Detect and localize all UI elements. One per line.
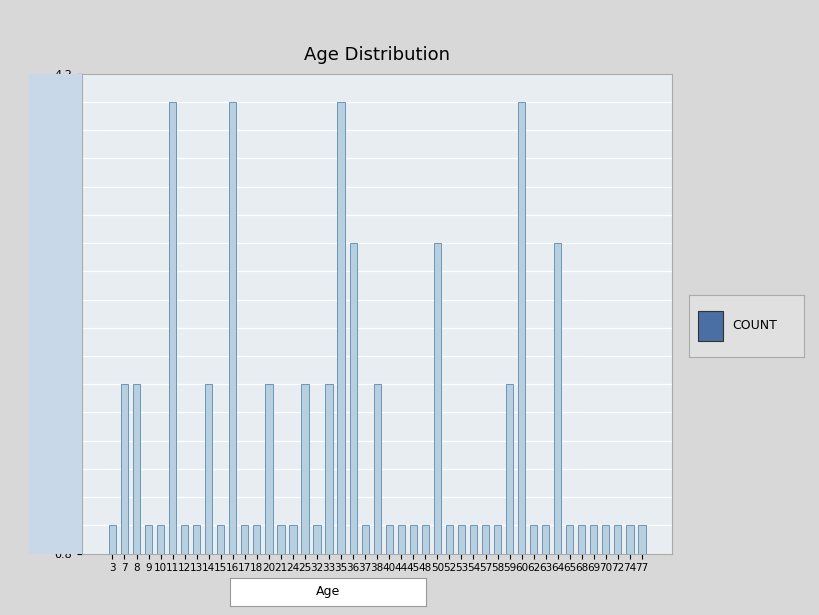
Bar <box>241 525 248 615</box>
Bar <box>337 102 344 615</box>
Bar <box>469 525 477 615</box>
Bar <box>410 525 416 615</box>
Bar <box>120 384 128 615</box>
Bar <box>565 525 572 615</box>
Bar <box>577 525 585 615</box>
Bar <box>373 384 380 615</box>
Bar <box>156 525 164 615</box>
Bar <box>505 384 513 615</box>
Bar <box>457 525 464 615</box>
Bar <box>313 525 320 615</box>
Bar <box>205 384 212 615</box>
Bar <box>277 525 284 615</box>
Bar <box>265 384 272 615</box>
Bar <box>493 525 500 615</box>
Text: Age: Age <box>315 585 340 598</box>
Bar <box>446 525 452 615</box>
Text: COUNT: COUNT <box>731 319 776 333</box>
Bar <box>637 525 645 615</box>
Bar <box>169 102 176 615</box>
Bar <box>325 384 333 615</box>
Bar <box>192 525 200 615</box>
Y-axis label: Count: Count <box>36 295 49 332</box>
Bar <box>217 525 224 615</box>
Bar <box>229 102 236 615</box>
Bar <box>590 525 597 615</box>
Bar <box>289 525 296 615</box>
Title: Age Distribution: Age Distribution <box>304 46 450 64</box>
Bar <box>421 525 428 615</box>
Bar <box>301 384 308 615</box>
Bar <box>518 102 525 615</box>
Bar <box>253 525 260 615</box>
FancyBboxPatch shape <box>697 311 722 341</box>
Bar <box>385 525 392 615</box>
Bar <box>181 525 188 615</box>
Bar <box>601 525 609 615</box>
Bar <box>541 525 549 615</box>
Bar <box>109 525 116 615</box>
Bar <box>529 525 536 615</box>
Bar <box>554 243 561 615</box>
Bar <box>613 525 621 615</box>
Bar <box>361 525 369 615</box>
Bar <box>433 243 441 615</box>
Bar <box>145 525 152 615</box>
Bar <box>626 525 633 615</box>
Bar <box>133 384 140 615</box>
Bar <box>482 525 488 615</box>
Bar <box>349 243 356 615</box>
Bar <box>397 525 405 615</box>
